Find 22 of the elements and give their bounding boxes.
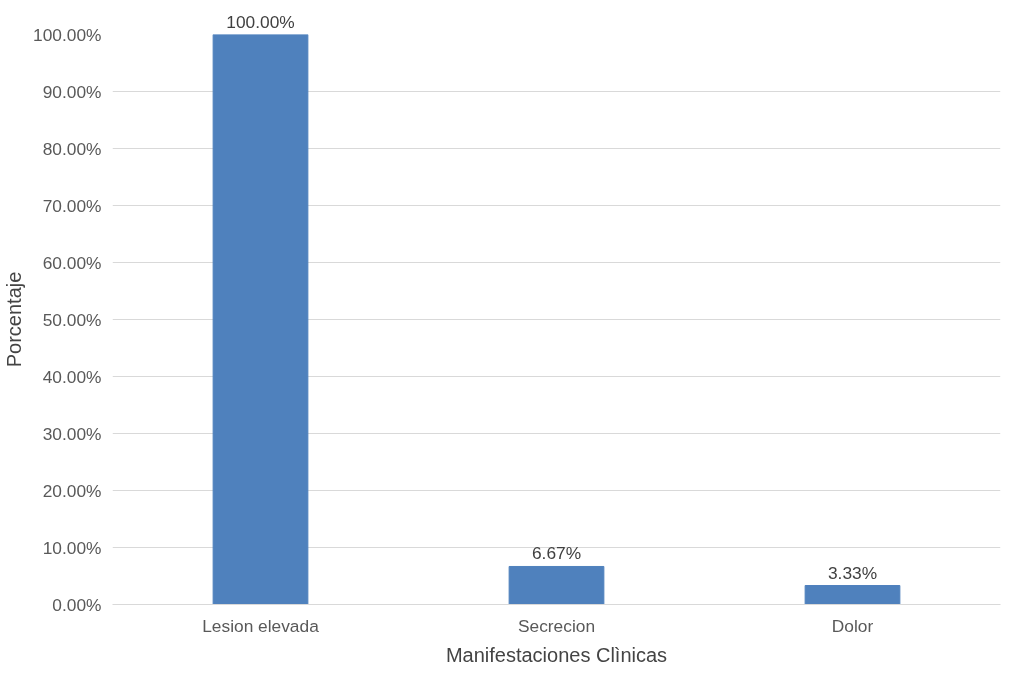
y-tick-label: 40.00% [42, 366, 102, 387]
y-axis-title: Porcentaje [3, 271, 26, 368]
y-tick-label: 70.00% [42, 195, 102, 216]
y-tick-label: 50.00% [42, 309, 102, 330]
y-tick-label: 0.00% [52, 594, 102, 615]
data-label: 3.33% [827, 562, 878, 583]
bar [804, 585, 901, 605]
y-tick-label: 30.00% [42, 423, 102, 444]
data-label: 6.67% [531, 543, 582, 564]
x-axis-title: Manifestaciones Clìnicas [445, 643, 668, 666]
x-tick-label: Dolor [831, 615, 874, 636]
y-tick-label: 100.00% [33, 24, 102, 45]
x-tick-label: Secrecion [517, 615, 596, 636]
y-tick-label: 10.00% [42, 537, 102, 558]
y-tick-label: 60.00% [42, 252, 102, 273]
x-tick-label: Lesion elevada [202, 615, 320, 636]
y-tick-label: 20.00% [42, 480, 102, 501]
data-label: 100.00% [226, 11, 295, 32]
bar [508, 565, 605, 605]
y-tick-label: 80.00% [42, 138, 102, 159]
y-tick-label: 90.00% [42, 81, 102, 102]
bar [212, 34, 309, 605]
